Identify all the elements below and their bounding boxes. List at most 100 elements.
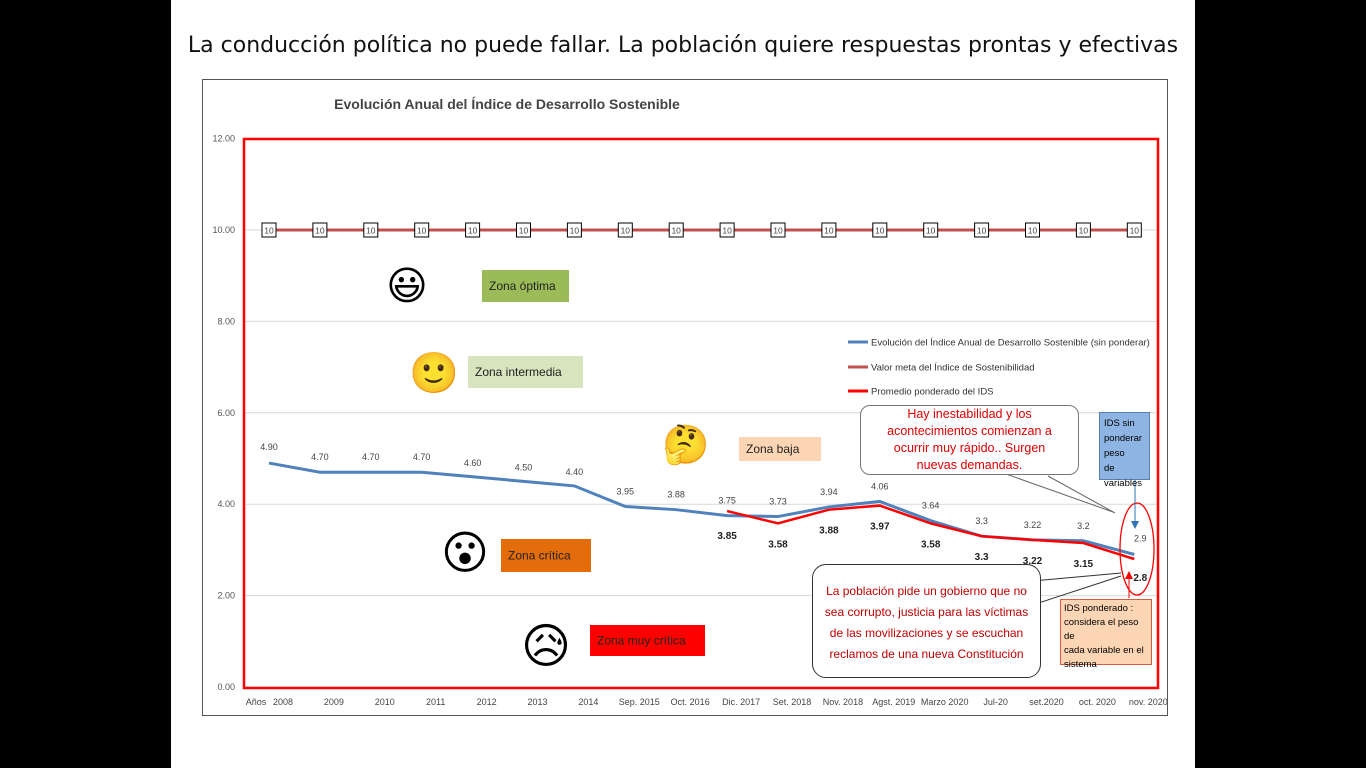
- zone-label: Zona intermedia: [475, 365, 562, 379]
- data-label-unweighted: 3.64: [922, 501, 940, 511]
- x-tick-label: Sep. 2015: [619, 697, 660, 707]
- series-line-weighted: [726, 504, 1135, 561]
- zone-box: [501, 539, 591, 572]
- y-tick-label: 0.00: [217, 682, 235, 692]
- x-tick-label: oct. 2020: [1079, 697, 1116, 707]
- arrow-head-icon: [1131, 521, 1139, 529]
- meta-point: [821, 222, 837, 238]
- note-line: cada variable en el: [1064, 645, 1144, 656]
- series-layer: [268, 228, 1135, 561]
- note-ids-weighted: IDS ponderado : considera el peso de cada …: [1060, 599, 1152, 670]
- data-label-unweighted: 3.22: [1024, 520, 1042, 530]
- zone-label: Zona muy crítica: [597, 634, 686, 648]
- note-line: considera el peso de: [1064, 617, 1139, 642]
- data-label-weighted: 3.85: [717, 531, 737, 542]
- data-label-meta: 10: [264, 226, 274, 236]
- y-tick-label: 6.00: [217, 408, 235, 418]
- data-label-meta: 10: [468, 226, 478, 236]
- y-axis: 0.00 2.00 4.00 6.00 8.00 10.00 12.00: [212, 134, 235, 692]
- meta-point: [668, 222, 684, 238]
- data-label-unweighted: 4.70: [311, 452, 329, 462]
- data-label-unweighted: 3.94: [820, 487, 838, 497]
- data-label-unweighted: 3.73: [769, 497, 787, 507]
- legend-label: Promedio ponderado del IDS: [871, 387, 994, 398]
- data-label-meta: 10: [977, 226, 987, 236]
- data-label-unweighted: 3.3: [975, 516, 988, 526]
- meta-point: [414, 222, 430, 238]
- meta-point: [770, 222, 786, 238]
- legend-label: Evolución del Índice Anual de Desarrollo…: [871, 338, 1150, 349]
- zone-emoji-icon: 😮: [441, 526, 489, 580]
- x-tick-label: 2009: [324, 697, 344, 707]
- legend-label: Valor meta del Índice de Sostenibilidad: [871, 363, 1035, 374]
- x-tick-label: 2014: [578, 697, 598, 707]
- meta-point: [923, 222, 939, 238]
- callout-instability: Hay inestabilidad y los acontecimientos c…: [860, 405, 1079, 475]
- data-label-meta: 10: [875, 226, 885, 236]
- callout-line: nuevas demandas.: [916, 458, 1023, 472]
- plot-area-border: [242, 137, 1160, 690]
- data-label-weighted: 3.22: [1023, 556, 1043, 567]
- data-label-meta: 10: [773, 226, 783, 236]
- data-label-meta: 10: [621, 226, 631, 236]
- y-tick-label: 4.00: [217, 499, 235, 509]
- data-label-unweighted: 4.40: [566, 467, 584, 477]
- callout-population-demands: La población pide un gobierno que no sea …: [812, 564, 1041, 678]
- x-tick-label: Agst. 2019: [872, 697, 915, 707]
- highlight-ellipse: [1119, 502, 1155, 596]
- data-label-weighted: 3.58: [768, 539, 788, 550]
- data-labels: 10 10 10 10 10 10 10 10 10 10 10 10 10 10 10 10 10 10 4.90…: [260, 222, 1148, 584]
- data-label-unweighted: 3.2: [1077, 521, 1090, 531]
- data-label-meta: 10: [926, 226, 936, 236]
- data-label-weighted: 3.3: [975, 552, 989, 563]
- meta-point: [312, 222, 328, 238]
- data-label-meta: 10: [366, 226, 376, 236]
- data-label-meta: 10: [570, 226, 580, 236]
- data-label-unweighted: 3.95: [617, 486, 635, 496]
- callout-line: reclamos de una nueva Constitución: [829, 647, 1024, 661]
- zone-box: [590, 625, 705, 656]
- data-label-weighted: 3.97: [870, 522, 890, 533]
- data-label-unweighted: 4.06: [871, 481, 889, 491]
- legend: Evolución del Índice Anual de Desarrollo…: [848, 338, 1150, 398]
- data-label-unweighted: 4.70: [413, 452, 431, 462]
- note-line: sistema: [1064, 659, 1097, 670]
- callout-pointer: [1047, 475, 1116, 514]
- y-tick-label: 10.00: [212, 225, 235, 235]
- data-label-weighted: 3.58: [921, 539, 941, 550]
- zone-label: Zona baja: [746, 442, 800, 456]
- arrow-head-icon: [1125, 571, 1133, 579]
- y-tick-label: 12.00: [212, 134, 235, 144]
- x-tick-label: Oct. 2016: [671, 697, 710, 707]
- zone-emoji-icon: 😥: [521, 618, 571, 674]
- meta-point: [719, 222, 735, 238]
- x-tick-label: Jul-20: [983, 697, 1008, 707]
- data-label-unweighted: 3.88: [667, 490, 685, 500]
- meta-point: [872, 222, 888, 238]
- chart-frame: Evolución Anual del Índice de Desarrollo…: [202, 79, 1168, 716]
- data-label-meta: 10: [671, 226, 681, 236]
- meta-point: [566, 222, 582, 238]
- data-label-meta: 10: [417, 226, 427, 236]
- data-label-meta: 10: [1130, 226, 1140, 236]
- data-label-unweighted: 4.90: [260, 442, 278, 452]
- data-label-unweighted: 4.50: [515, 462, 533, 472]
- series-line-unweighted: [268, 461, 1135, 556]
- line-chart: Evolución Anual del Índice de Desarrollo…: [212, 96, 1167, 707]
- chart-title: Evolución Anual del Índice de Desarrollo…: [334, 96, 680, 112]
- x-tick-label: 2011: [426, 697, 445, 707]
- callout-line: de las movilizaciones y se escuchan: [829, 626, 1024, 640]
- x-axis: Años 2008 2009 2010 2011 2012 2013 2014 Sep. 201…: [246, 697, 1167, 707]
- note-line: ponderar peso: [1104, 433, 1143, 459]
- meta-point: [1126, 222, 1142, 238]
- meta-point: [617, 222, 633, 238]
- note-line: IDS sin: [1104, 418, 1135, 429]
- meta-point: [465, 222, 481, 238]
- x-tick-label: Marzo 2020: [921, 697, 969, 707]
- slide: La conducción política no puede fallar. …: [171, 0, 1195, 768]
- x-tick-label: Dic. 2017: [722, 697, 760, 707]
- x-tick-label: set.2020: [1029, 697, 1064, 707]
- y-tick-label: 2.00: [217, 591, 235, 601]
- zone-emoji-icon: 😃: [386, 263, 428, 309]
- meta-point: [974, 222, 990, 238]
